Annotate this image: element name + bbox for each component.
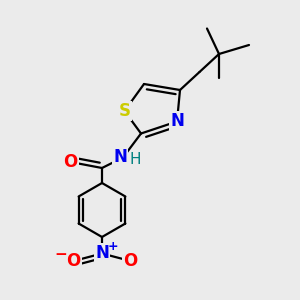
Text: S: S (118, 102, 130, 120)
Text: O: O (63, 153, 78, 171)
Text: N: N (170, 112, 184, 130)
Text: O: O (123, 252, 138, 270)
Text: O: O (66, 252, 81, 270)
Text: −: − (55, 247, 67, 262)
Text: N: N (95, 244, 109, 262)
Text: +: + (108, 239, 119, 253)
Text: N: N (113, 148, 127, 166)
Text: H: H (130, 152, 141, 166)
